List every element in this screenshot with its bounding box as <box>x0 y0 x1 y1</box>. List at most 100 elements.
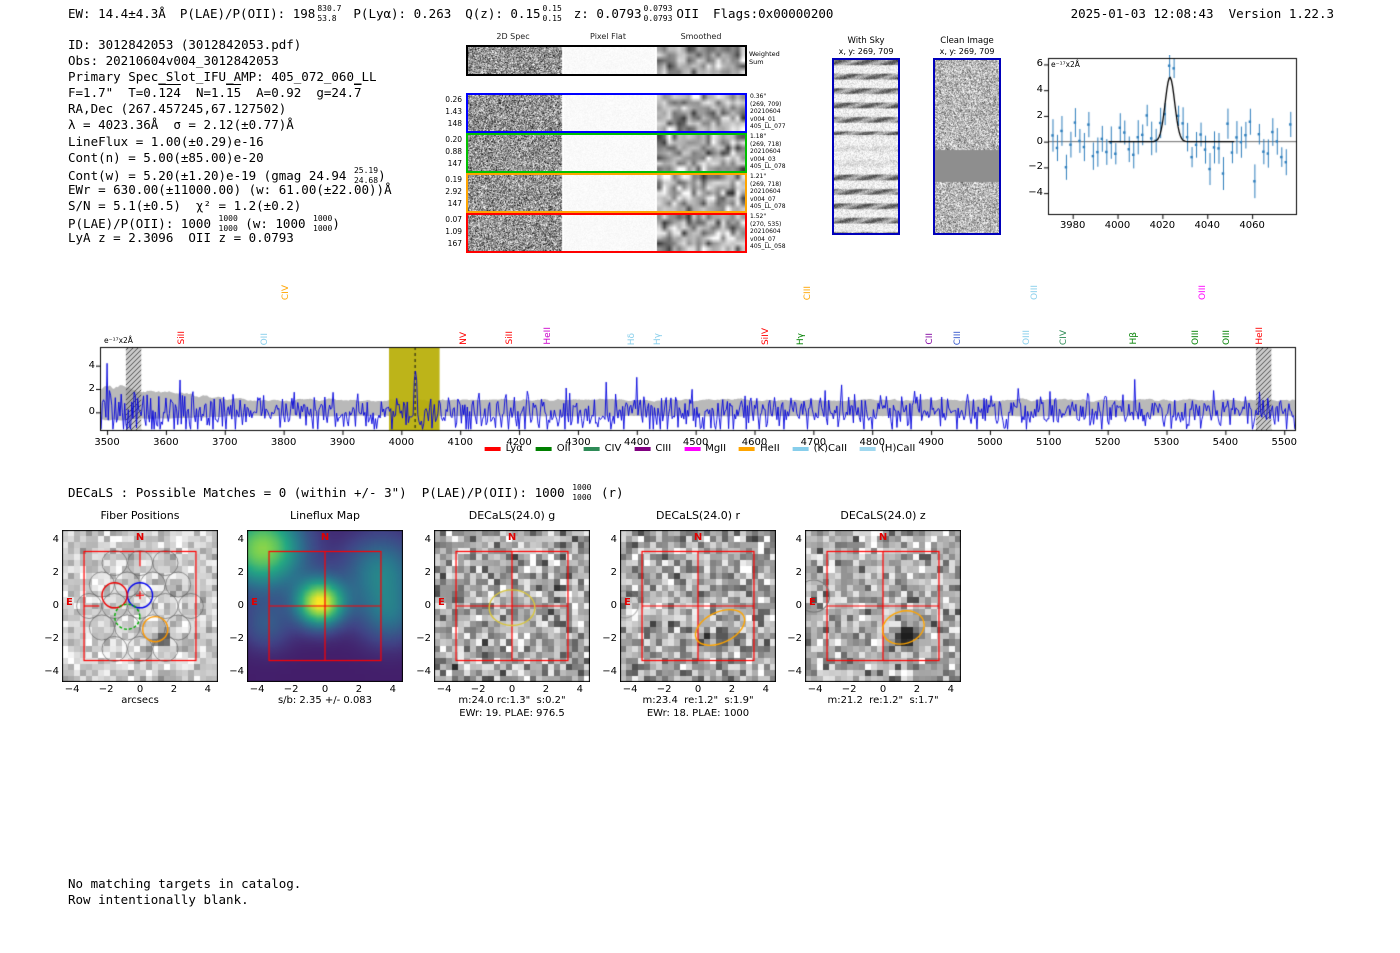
continuum-wide: Cont(w) = 5.20(±1.20)e-19 (gmag 24.94 25… <box>68 166 386 185</box>
footer-blank-row: Row intentionally blank. <box>68 892 249 907</box>
cutout-ytick: 0 <box>424 600 431 611</box>
compass-north: N <box>878 532 888 543</box>
cutout-ytick: −2 <box>416 633 431 645</box>
qz-value: Q(z): 0.15 <box>465 6 541 22</box>
fiber-id-line: 405_LL_077 <box>750 123 786 130</box>
cutout-ytick: −2 <box>44 633 59 645</box>
spec2d-row-left-label: 0.19 2.92 147 <box>426 174 462 210</box>
spectrum-xtick: 5400 <box>1212 437 1239 448</box>
cutout-caption1-1: s/b: 2.35 +/- 0.083 <box>277 695 373 706</box>
spec2d-row-left-label: 0.20 0.88 147 <box>426 134 462 170</box>
detection-id: ID: 3012842053 (3012842053.pdf) <box>68 37 302 52</box>
spec2d-row-canvas-2 <box>466 173 747 213</box>
legend-swatch <box>634 446 651 451</box>
plae-detail-mid: (w: 1000 <box>237 216 314 232</box>
legend-label: (H)CaII <box>881 443 916 454</box>
cutout-xtick: 2 <box>170 684 178 695</box>
fiber-id-line: 20210604 <box>750 108 781 115</box>
zoom-ytick: 6 <box>1036 58 1043 70</box>
cutout-ytick: 4 <box>424 533 431 545</box>
emission-line-label: CII <box>925 333 936 345</box>
decals-uncertainty: 1000 1000 <box>572 483 591 502</box>
spectrum-xtick: 4900 <box>918 437 944 448</box>
snr-chi2: S/N = 5.1(±0.5) χ² = 1.2(±0.2) <box>68 198 302 213</box>
decals-match-line: DECaLS : Possible Matches = 0 (within +/… <box>68 483 624 502</box>
fiber-id-line: 405_LL_078 <box>750 203 786 210</box>
emission-line-label: HeII <box>542 327 553 345</box>
spectrum-xtick: 3800 <box>270 437 297 448</box>
plae-poii-summary: P(LAE)/P(OII): 198 <box>179 6 316 22</box>
emission-line-label: SiII <box>176 331 187 345</box>
zoom-ytick: 0 <box>1036 135 1043 147</box>
cutout-ytick: −4 <box>229 666 244 678</box>
zoom-xtick: 4020 <box>1149 220 1176 231</box>
cutout-xtick: −4 <box>64 684 80 695</box>
compass-east: E <box>66 597 73 608</box>
spec2d-col-header-pixflat: Pixel Flat <box>590 32 626 41</box>
legend-item: CIII <box>634 443 671 454</box>
emission-line-label: Hβ <box>1128 332 1139 345</box>
zoom-xtick: 4040 <box>1194 220 1220 231</box>
g-overline: 7 <box>354 85 362 100</box>
fiber-id-line: 0.36" <box>750 93 767 100</box>
throughput-overline: 124 <box>158 85 181 100</box>
cutout-xtick: 0 <box>136 684 144 695</box>
spec2d-col-header-smoothed: Smoothed <box>680 32 722 41</box>
ew-value: EW: 14.4±4.3Å <box>68 6 166 22</box>
cutout-ytick: 2 <box>795 566 802 578</box>
zoom-ytick: 2 <box>1036 109 1043 121</box>
spectrum-xtick: 4300 <box>565 437 591 448</box>
spec2d-row-canvas-3 <box>466 213 747 253</box>
fiber-weight-value: 167 <box>447 239 462 248</box>
footer-no-match: No matching targets in catalog. <box>68 876 302 891</box>
weighted-sum-strip-canvas <box>466 45 747 76</box>
fiber-id-line: 20210604 <box>750 188 781 195</box>
cutout-ytick: −4 <box>44 666 59 678</box>
emission-line-label: OIII <box>1022 329 1033 345</box>
spectrum-xtick: 5000 <box>977 437 1003 448</box>
cutout-xtick: 0 <box>694 684 702 695</box>
spec2d-col-header-2dspec: 2D Spec <box>496 32 530 41</box>
emission-line-label: SiII <box>504 331 515 345</box>
cutout-canvas-2 <box>434 530 590 682</box>
legend-label: CIII <box>655 443 672 454</box>
cutout-canvas-1 <box>247 530 403 682</box>
legend-swatch <box>739 446 756 451</box>
emission-line-label: OIII <box>1198 284 1209 300</box>
cont-w-suffix: ) <box>378 168 386 184</box>
full-spectrum-canvas <box>96 345 1300 440</box>
zoom-ytick: 4 <box>1036 84 1043 96</box>
spectrum-xtick: 4800 <box>859 437 885 448</box>
spectrum-xtick: 5100 <box>1036 437 1062 448</box>
emission-line-label: Hγ <box>652 332 663 345</box>
spectrum-xtick: 5200 <box>1094 437 1121 448</box>
spectrum-xtick: 4700 <box>800 437 827 448</box>
spec2d-row-canvas-1 <box>466 133 747 173</box>
emission-line-label: Hδ <box>626 332 637 345</box>
plae-detail-hi2: 1000 <box>313 214 333 223</box>
zoom-xtick: 4000 <box>1104 220 1131 231</box>
spectrum-xtick: 4000 <box>388 437 415 448</box>
z-lo: 0.0793 <box>643 13 673 23</box>
legend-swatch <box>792 446 809 451</box>
decals-lo: 1000 <box>572 492 592 502</box>
cutout-xtick: −2 <box>98 684 114 695</box>
plae-detail-unc1: 1000 1000 <box>219 214 238 233</box>
cutout-caption1-0: arcsecs <box>121 695 159 706</box>
compass-east: E <box>438 597 445 608</box>
plae-poii-uncertainty: 830.7 53.8 <box>317 4 341 23</box>
legend-swatch <box>684 446 701 451</box>
cutout-xtick: −4 <box>436 684 452 695</box>
cutout-xtick: −4 <box>807 684 823 695</box>
fiber-id-line: (269, 718) <box>750 180 782 188</box>
spectrum-ytick: 4 <box>88 359 95 371</box>
fiber-weight-value: 147 <box>447 199 462 208</box>
cutout-ytick: −2 <box>229 633 244 645</box>
cutout-ytick: −4 <box>602 666 617 678</box>
emission-line-label: CIV <box>1059 329 1070 345</box>
cutout-xtick: 2 <box>355 684 363 695</box>
legend-item: HeII <box>739 443 780 454</box>
cutout-caption2-3: EWr: 18. PLAE: 1000 <box>646 708 750 719</box>
ra-dec: RA,Dec (267.457245,67.127502) <box>68 101 287 116</box>
